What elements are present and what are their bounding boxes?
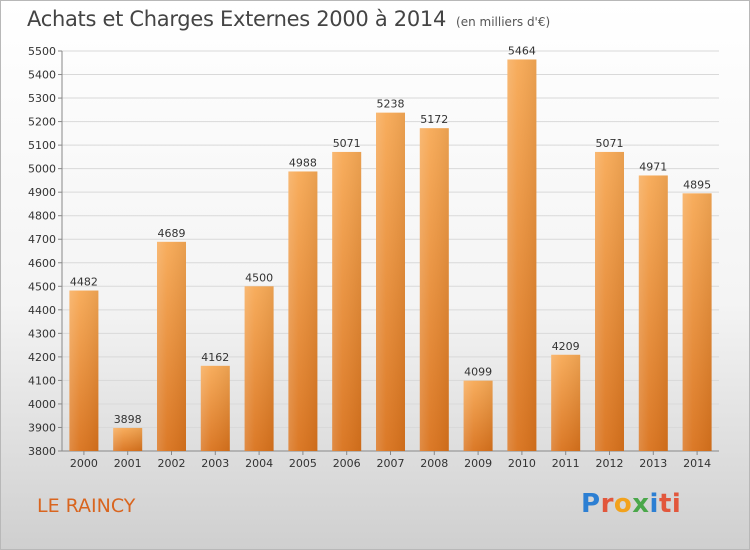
logo-letter: ti <box>658 489 682 519</box>
logo-letter: i <box>649 489 659 519</box>
y-tick-label: 5100 <box>28 139 56 152</box>
data-label: 4895 <box>683 178 711 191</box>
bar-shine <box>113 427 143 451</box>
x-tick-label: 2008 <box>420 457 448 470</box>
chart-title: Achats et Charges Externes 2000 à 2014 (e… <box>27 7 550 31</box>
y-tick-label: 4700 <box>28 233 56 246</box>
data-label: 4988 <box>289 156 317 169</box>
x-tick-label: 2000 <box>70 457 98 470</box>
x-tick-label: 2003 <box>201 457 229 470</box>
data-label: 4209 <box>552 340 580 353</box>
y-tick-label: 5300 <box>28 92 56 105</box>
data-label: 4689 <box>158 227 186 240</box>
data-label: 3898 <box>114 413 142 426</box>
y-tick-label: 4600 <box>28 257 56 270</box>
x-tick-label: 2007 <box>377 457 405 470</box>
bar-shine <box>638 175 668 451</box>
logo-letter: o <box>613 489 633 519</box>
city-name: LE RAINCY <box>37 495 136 517</box>
x-tick-label: 2010 <box>508 457 536 470</box>
y-tick-label: 4300 <box>28 327 56 340</box>
bar-layer <box>69 59 712 452</box>
label-layer: 3800 3900 4000 4100 4200 4300 4400 4500 4600 4700… <box>28 44 711 470</box>
data-label: 5172 <box>420 113 448 126</box>
y-tick-label: 4100 <box>28 374 56 387</box>
bar-shine <box>288 171 318 451</box>
bar-shine <box>595 151 624 452</box>
y-tick-label: 4800 <box>28 210 56 223</box>
data-label: 4162 <box>201 351 229 364</box>
y-tick-label: 4500 <box>28 280 56 293</box>
y-tick-label: 4000 <box>28 398 56 411</box>
data-label: 4099 <box>464 366 492 379</box>
bar-shine <box>332 151 362 452</box>
x-tick-label: 2006 <box>333 457 361 470</box>
x-tick-label: 2005 <box>289 457 317 470</box>
data-label: 5071 <box>596 137 624 150</box>
bar-shine <box>507 59 537 452</box>
y-tick-label: 3900 <box>28 421 56 434</box>
bar-shine <box>157 241 186 451</box>
y-tick-label: 4400 <box>28 304 56 317</box>
x-tick-label: 2009 <box>464 457 492 470</box>
y-tick-label: 5200 <box>28 116 56 129</box>
x-tick-label: 2001 <box>114 457 142 470</box>
bar-shine <box>376 112 405 451</box>
logo-letter: r <box>600 489 614 519</box>
x-tick-label: 2004 <box>245 457 273 470</box>
bar-shine <box>682 193 712 451</box>
bar-shine <box>463 380 493 451</box>
x-tick-label: 2002 <box>158 457 186 470</box>
chart-title-text: Achats et Charges Externes 2000 à 2014 <box>27 7 447 31</box>
data-label: 5071 <box>333 137 361 150</box>
x-tick-label: 2013 <box>639 457 667 470</box>
bar-shine <box>200 365 230 451</box>
data-label: 4971 <box>639 160 667 173</box>
chart-unit: (en milliers d'€) <box>456 15 551 29</box>
y-tick-label: 5000 <box>28 163 56 176</box>
logo-letter: P <box>581 489 601 519</box>
proxiti-logo: Proxiti <box>581 489 681 519</box>
logo-letter: x <box>632 489 650 519</box>
bar-shine <box>551 354 581 451</box>
data-label: 5238 <box>377 98 405 111</box>
x-tick-label: 2012 <box>596 457 624 470</box>
data-label: 5464 <box>508 44 536 57</box>
y-tick-label: 4900 <box>28 186 56 199</box>
data-label: 4482 <box>70 276 98 289</box>
x-tick-label: 2011 <box>552 457 580 470</box>
data-label: 4500 <box>245 271 273 284</box>
bar-shine <box>419 128 449 452</box>
x-tick-label: 2014 <box>683 457 711 470</box>
y-tick-label: 3800 <box>28 445 56 458</box>
bar-shine <box>69 290 99 451</box>
y-tick-label: 4200 <box>28 351 56 364</box>
bar-shine <box>244 286 274 451</box>
y-tick-label: 5400 <box>28 69 56 82</box>
y-tick-label: 5500 <box>28 45 56 58</box>
